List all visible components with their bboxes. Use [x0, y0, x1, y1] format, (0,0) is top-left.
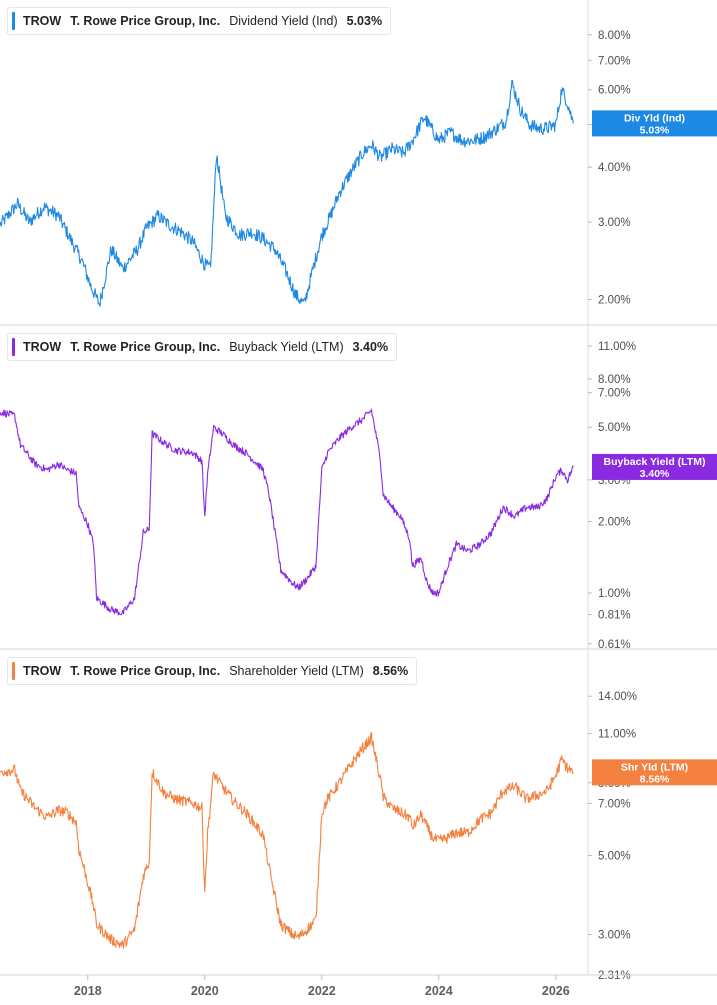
series-color-swatch — [12, 662, 15, 680]
y-tick-label: 2.00% — [598, 517, 631, 529]
x-tick-label: 2026 — [542, 984, 570, 998]
y-tick-label: 8.00% — [598, 30, 631, 42]
x-tick-label: 2020 — [191, 984, 219, 998]
y-tick-label: 0.81% — [598, 610, 631, 622]
y-tick-label: 0.61% — [598, 639, 631, 651]
y-tick-label: 2.00% — [598, 295, 631, 307]
y-tick-label: 6.00% — [598, 85, 631, 97]
y-tick-label: 5.00% — [598, 422, 631, 434]
current-value-tag-label: Shr Yld (LTM) — [621, 761, 688, 773]
series-color-swatch — [12, 12, 15, 30]
legend-current-value: 3.40% — [352, 340, 389, 354]
y-tick-label: 14.00% — [598, 691, 637, 703]
current-value-tag-label: Buyback Yield (LTM) — [604, 456, 706, 468]
y-tick-label: 1.00% — [598, 588, 631, 600]
legend-metric: Dividend Yield (Ind) — [229, 14, 338, 28]
legend-dividend-yield: TROW T. Rowe Price Group, Inc. Dividend … — [7, 7, 392, 35]
series-color-swatch — [12, 338, 15, 356]
y-tick-label: 3.00% — [598, 930, 631, 942]
legend-current-value: 8.56% — [372, 664, 409, 678]
y-tick-label: 11.00% — [598, 341, 636, 353]
current-value-tag-value: 5.03% — [640, 124, 670, 136]
current-value-tag-label: Div Yld (Ind) — [624, 112, 685, 124]
y-tick-label: 11.00% — [598, 729, 636, 741]
legend-ticker: TROW — [23, 664, 62, 678]
legend-company: T. Rowe Price Group, Inc. — [70, 664, 221, 678]
current-value-tag — [592, 110, 717, 137]
y-tick-label: 7.00% — [598, 388, 631, 400]
x-tick-label: 2024 — [425, 984, 453, 998]
y-tick-label: 5.00% — [598, 851, 631, 863]
current-value-tag-value: 3.40% — [640, 468, 670, 480]
legend-ticker: TROW — [23, 14, 62, 28]
y-tick-label: 7.00% — [598, 55, 631, 67]
y-tick-label: 2.31% — [598, 970, 631, 982]
legend-metric: Buyback Yield (LTM) — [229, 340, 344, 354]
y-tick-label: 7.00% — [598, 798, 631, 810]
y-tick-label: 4.00% — [598, 162, 631, 174]
x-tick-label: 2022 — [308, 984, 336, 998]
current-value-tag-value: 8.56% — [640, 773, 670, 785]
x-tick-label: 2018 — [74, 984, 102, 998]
current-value-tag — [592, 453, 717, 480]
y-tick-label: 8.00% — [598, 374, 631, 386]
legend-metric: Shareholder Yield (LTM) — [229, 664, 364, 678]
legend-shareholder-yield: TROW T. Rowe Price Group, Inc. Sharehold… — [7, 657, 418, 685]
legend-company: T. Rowe Price Group, Inc. — [70, 14, 221, 28]
y-tick-label: 3.00% — [598, 217, 631, 229]
series-line-0 — [0, 79, 574, 307]
legend-ticker: TROW — [23, 340, 62, 354]
series-line-1 — [0, 408, 574, 616]
legend-current-value: 5.03% — [346, 14, 383, 28]
current-value-tag — [592, 759, 717, 786]
series-line-2 — [0, 731, 574, 950]
legend-company: T. Rowe Price Group, Inc. — [70, 340, 221, 354]
legend-buyback-yield: TROW T. Rowe Price Group, Inc. Buyback Y… — [7, 333, 398, 361]
